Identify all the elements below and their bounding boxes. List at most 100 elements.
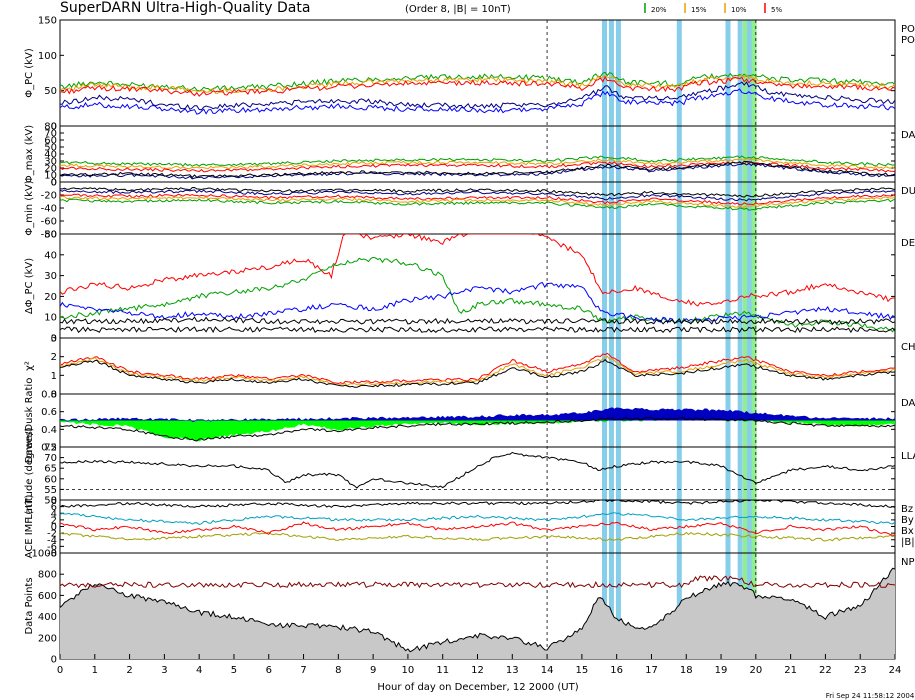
series-line bbox=[60, 193, 895, 206]
series-line bbox=[60, 358, 895, 388]
x-tick-label: 12 bbox=[471, 665, 484, 676]
panel-tag: Bz bbox=[901, 504, 913, 515]
series-line bbox=[60, 326, 895, 334]
y-tick-label: -40 bbox=[41, 204, 57, 215]
x-tick-label: 14 bbox=[541, 665, 554, 676]
y-tick-label: 30 bbox=[44, 157, 57, 168]
y-tick-label: 8 bbox=[51, 496, 57, 507]
series-line bbox=[60, 355, 895, 387]
series-line bbox=[60, 88, 895, 115]
panel-tag: PO bbox=[901, 24, 915, 35]
y-tick-label: 2 bbox=[51, 515, 57, 526]
y-tick-label: 0.6 bbox=[41, 407, 57, 418]
y-tick-label: -2 bbox=[47, 529, 57, 540]
highlight-band bbox=[725, 20, 731, 659]
y-axis-label: Dawn/Dusk Ratio bbox=[24, 378, 35, 464]
series-line bbox=[60, 512, 895, 526]
y-tick-label: 6 bbox=[51, 502, 57, 513]
highlight-bands bbox=[546, 20, 757, 659]
y-tick-label: 400 bbox=[38, 612, 57, 623]
y-tick-label: 200 bbox=[38, 633, 57, 644]
y-axis-label: Latitude (degrees) bbox=[24, 427, 35, 519]
color-key: 20% 15% 10% 5% bbox=[644, 3, 782, 14]
y-tick-label: 65 bbox=[44, 464, 57, 475]
series-line bbox=[60, 282, 895, 325]
y-tick-label: 0.4 bbox=[41, 425, 57, 436]
key-label: 5% bbox=[771, 6, 782, 14]
y-axis-label: Φ_min (kV) bbox=[24, 180, 35, 235]
y-tick-label: 30 bbox=[44, 271, 57, 282]
series-line bbox=[60, 160, 895, 173]
y-tick-label: 0 bbox=[51, 655, 57, 666]
highlight-band bbox=[601, 20, 607, 659]
y-tick-label: 75 bbox=[44, 443, 57, 454]
y-tick-label: 0 bbox=[51, 522, 57, 533]
y-tick-label: 20 bbox=[44, 164, 57, 175]
figure-title: SuperDARN Ultra-High-Quality Data bbox=[60, 0, 310, 16]
series-line bbox=[60, 521, 895, 536]
y-tick-label: 3 bbox=[51, 334, 57, 345]
series-fill bbox=[60, 568, 895, 659]
panel-tag: DAY bbox=[901, 398, 915, 409]
panel-tag: CH bbox=[901, 342, 915, 353]
highlight-band bbox=[742, 20, 748, 659]
y-tick-label: 0 bbox=[51, 178, 57, 189]
highlight-band bbox=[737, 20, 743, 659]
series-line bbox=[60, 158, 895, 170]
series-line bbox=[60, 75, 895, 97]
highlight-band bbox=[615, 20, 621, 659]
series-line bbox=[60, 500, 895, 508]
y-tick-label: 0 bbox=[51, 122, 57, 133]
x-tick-label: 8 bbox=[335, 665, 341, 676]
panel-tag: DU bbox=[901, 186, 915, 197]
x-tick-label: 1 bbox=[92, 665, 98, 676]
y-tick-label: -6 bbox=[47, 542, 57, 553]
key-label: 20% bbox=[651, 6, 667, 14]
y-axis-label: ACE IMF (nT) bbox=[24, 494, 35, 558]
y-axis-label: ΔΦ_PC (kV) bbox=[24, 258, 35, 314]
x-tick-label: 22 bbox=[819, 665, 832, 676]
highlight-band bbox=[676, 20, 682, 659]
figure-params: (Order 8, |B| = 10nT) bbox=[405, 4, 511, 15]
y-tick-label: 50 bbox=[44, 230, 57, 241]
y-tick-label: 50 bbox=[44, 496, 57, 507]
y-tick-label: 1000 bbox=[32, 549, 57, 560]
y-tick-label: 10 bbox=[44, 313, 57, 324]
y-tick-label: 100 bbox=[38, 51, 57, 62]
y-axis-label: Φ_max (kV) bbox=[24, 125, 35, 183]
highlight-band bbox=[751, 20, 757, 659]
panel-tag: |B| bbox=[901, 537, 915, 548]
series-line bbox=[60, 234, 895, 307]
panel-tag: Bx bbox=[901, 526, 914, 537]
y-tick-label: 70 bbox=[44, 453, 57, 464]
series-line bbox=[60, 451, 895, 489]
y-tick-label: -20 bbox=[41, 191, 57, 202]
series-line bbox=[60, 198, 895, 211]
x-tick-label: 17 bbox=[645, 665, 658, 676]
y-tick-label: -4 bbox=[47, 535, 57, 546]
y-tick-label: -60 bbox=[41, 217, 57, 228]
x-axis-label: Hour of day on December, 12 2000 (UT) bbox=[377, 682, 578, 693]
highlight-band bbox=[747, 20, 753, 659]
x-tick-label: 0 bbox=[57, 665, 63, 676]
series-line bbox=[60, 316, 895, 325]
y-tick-label: 150 bbox=[38, 16, 57, 27]
x-tick-label: 4 bbox=[196, 665, 202, 676]
series-fill bbox=[60, 407, 895, 422]
x-tick-label: 16 bbox=[610, 665, 623, 676]
panel-tag: NP bbox=[901, 557, 915, 568]
y-tick-label: 800 bbox=[38, 570, 57, 581]
series-line bbox=[60, 531, 895, 542]
series-line bbox=[60, 160, 895, 179]
panel-tag: LLA bbox=[901, 451, 915, 462]
panel-tag: By bbox=[901, 515, 914, 526]
x-tick-label: 19 bbox=[715, 665, 728, 676]
y-tick-label: 10 bbox=[44, 171, 57, 182]
key-label: 15% bbox=[691, 6, 707, 14]
y-tick-label: 60 bbox=[44, 136, 57, 147]
